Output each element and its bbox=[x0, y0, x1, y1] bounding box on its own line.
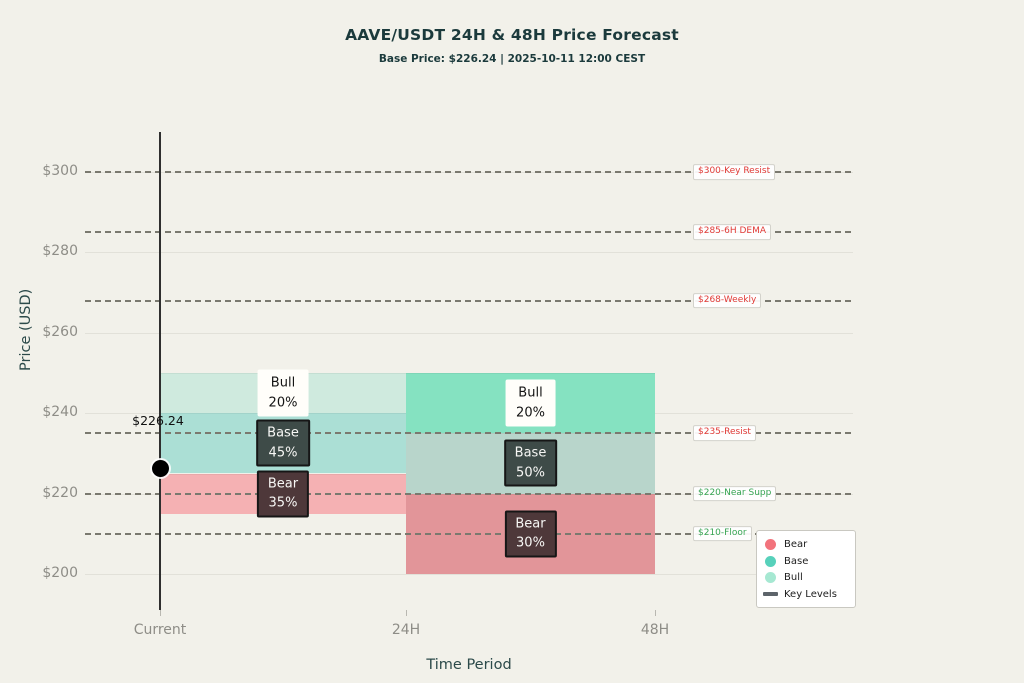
band-label-probability: 45% bbox=[268, 445, 298, 461]
key-level-line bbox=[85, 492, 853, 495]
legend-item: Bear bbox=[765, 538, 849, 551]
band-label-name: Bear bbox=[267, 476, 299, 492]
legend-item: Base bbox=[765, 555, 849, 568]
grid-line bbox=[85, 332, 853, 334]
y-tick-label: $220 bbox=[42, 484, 78, 501]
legend-item-label: Bull bbox=[784, 572, 803, 583]
band-label-probability: 50% bbox=[516, 465, 545, 481]
y-tick-label: $300 bbox=[42, 163, 78, 179]
key-level-label: $210-Floor bbox=[693, 525, 752, 542]
key-level-line bbox=[85, 231, 853, 234]
y-tick-label: $280 bbox=[42, 243, 78, 260]
x-tick-mark bbox=[406, 610, 407, 616]
legend-swatch-circle-icon bbox=[765, 539, 776, 550]
legend-swatch-circle-icon bbox=[765, 555, 776, 567]
band-label-name: Base bbox=[514, 445, 547, 461]
legend-swatch-dash-icon bbox=[763, 592, 778, 596]
grid-line bbox=[85, 252, 853, 254]
key-level-label: $220-Near Supp bbox=[693, 485, 777, 502]
current-price-annotation: $226.24 bbox=[132, 413, 184, 428]
x-tick-label: Current bbox=[133, 622, 187, 638]
y-tick-label: $240 bbox=[42, 404, 78, 421]
current-time-line bbox=[159, 132, 161, 610]
band-label-chip: Base 45% bbox=[256, 419, 310, 467]
key-level-line bbox=[85, 171, 853, 173]
y-tick-label: $260 bbox=[42, 323, 78, 340]
band-label-probability: 35% bbox=[268, 495, 298, 511]
band-label-chip: Bear 30% bbox=[504, 510, 557, 558]
legend-item: Key Levels bbox=[763, 588, 849, 601]
legend-item: Bull bbox=[765, 571, 849, 584]
current-price-marker bbox=[151, 460, 169, 477]
chart-title: AAVE/USDT 24H & 48H Price Forecast bbox=[345, 26, 679, 44]
grid-line bbox=[85, 574, 853, 575]
chart-subtitle: Base Price: $226.24 | 2025-10-11 12:00 C… bbox=[378, 53, 646, 65]
band-label-probability: 20% bbox=[268, 395, 298, 411]
band-label-probability: 20% bbox=[516, 405, 545, 421]
band-label-probability: 30% bbox=[516, 535, 545, 551]
legend-item-label: Key Levels bbox=[784, 588, 837, 600]
key-level-line bbox=[85, 432, 853, 435]
legend-item-label: Base bbox=[784, 555, 809, 567]
band-label-name: Bull bbox=[518, 385, 543, 401]
y-tick-label: $200 bbox=[42, 565, 78, 581]
key-level-label: $268-Weekly bbox=[693, 292, 762, 309]
key-level-label: $235-Resist bbox=[693, 425, 756, 442]
band-label-name: Base bbox=[267, 425, 299, 441]
key-level-line bbox=[85, 299, 853, 302]
key-level-line bbox=[85, 532, 853, 535]
x-tick-mark bbox=[160, 610, 161, 616]
band-label-name: Bear bbox=[515, 516, 546, 532]
band-label-chip: Base 50% bbox=[503, 439, 558, 487]
band-label-chip: Bull 20% bbox=[257, 369, 309, 417]
key-level-label: $285-6H DEMA bbox=[693, 224, 772, 241]
x-axis-title: Time Period bbox=[426, 657, 512, 673]
x-tick-label: 48H bbox=[640, 622, 670, 638]
legend-swatch-circle-icon bbox=[765, 572, 776, 583]
legend: Bear Base Bull Key Levels bbox=[756, 530, 856, 608]
x-tick-mark bbox=[655, 610, 656, 616]
legend-item-label: Bear bbox=[784, 539, 808, 550]
band-label-chip: Bear 35% bbox=[256, 470, 310, 518]
x-tick-label: 24H bbox=[391, 622, 421, 638]
band-label-chip: Bull 20% bbox=[505, 379, 556, 427]
band-label-name: Bull bbox=[270, 375, 296, 391]
key-level-label: $300-Key Resist bbox=[693, 164, 776, 180]
